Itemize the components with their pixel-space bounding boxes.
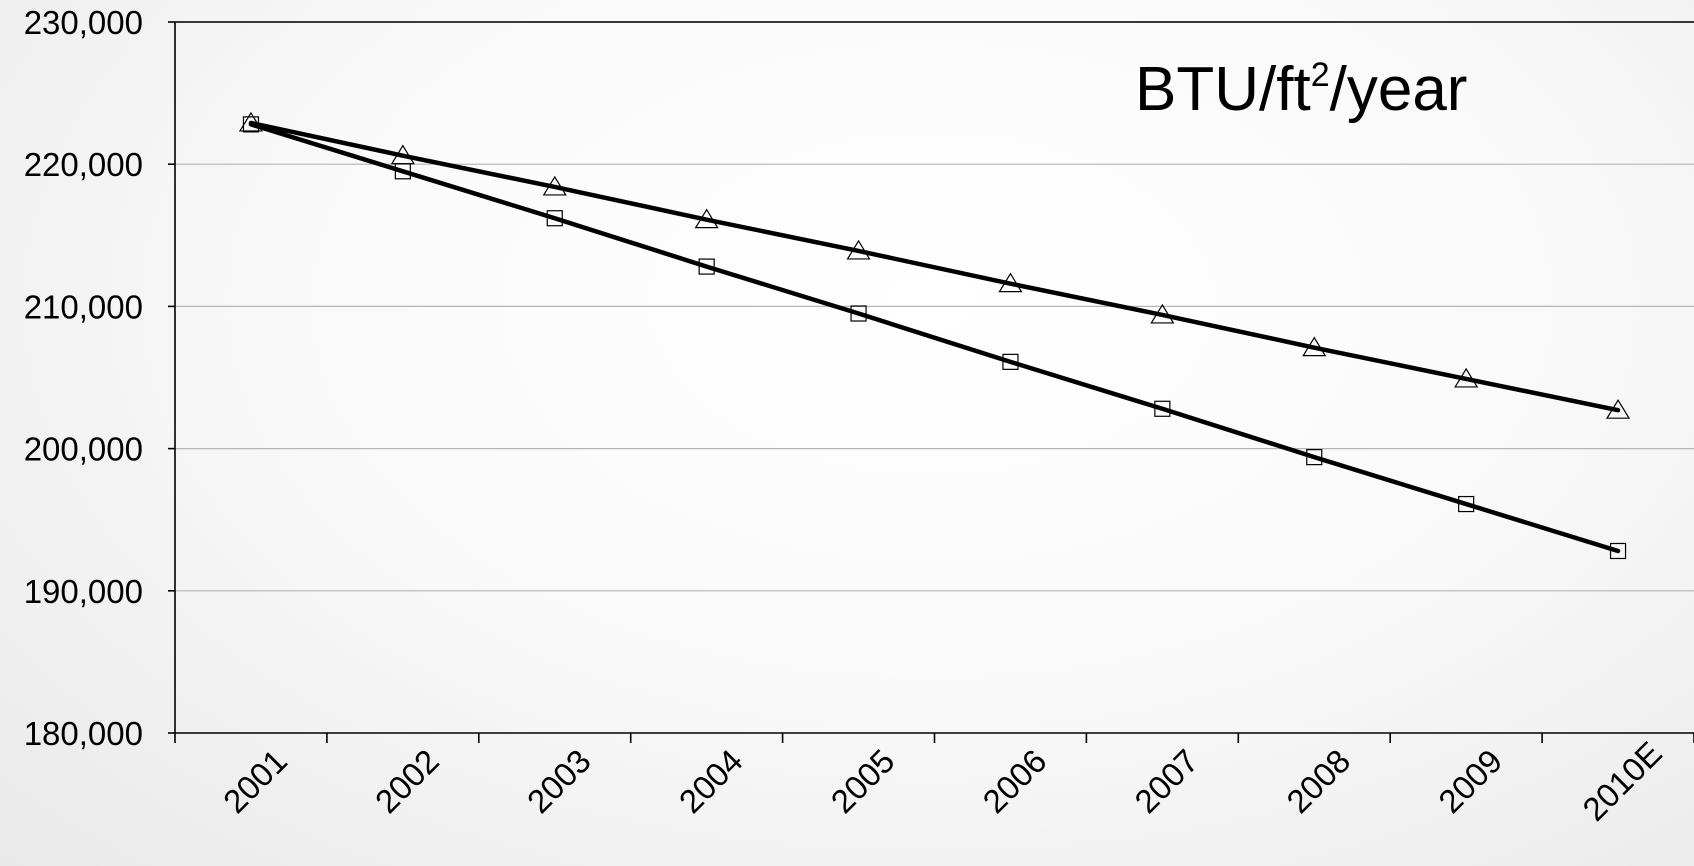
square-marker (850, 305, 867, 322)
y-tick-label: 210,000 (24, 288, 143, 325)
axes (168, 21, 1694, 743)
triangle-marker (238, 111, 264, 132)
triangle-marker (1150, 303, 1175, 324)
triangle-marker (542, 175, 567, 196)
triangle-marker (694, 208, 719, 229)
square-marker (394, 163, 411, 180)
chart-title: BTU/ft2/year (1135, 58, 1467, 121)
square-marker (698, 258, 715, 275)
triangle-marker (846, 239, 871, 260)
x-tick-labels: 2001 2002 2003 2004 2005 2006 2007 2008 2009 2010… (216, 734, 1669, 828)
square-marker (1306, 449, 1323, 466)
x-tick-label: 2007 (1127, 742, 1205, 820)
chart-title-superscript: 2 (1310, 56, 1330, 94)
x-tick-label: 2004 (672, 742, 750, 820)
chart-title-prefix: BTU/ft (1135, 55, 1311, 124)
x-tick-label: 2005 (824, 742, 902, 820)
y-tick-labels: 180,000 190,000 200,000 210,000 220,000 230,0… (24, 4, 143, 752)
x-tick-label: 2001 (216, 742, 294, 820)
square-marker (242, 116, 260, 133)
square-marker (1002, 353, 1019, 370)
x-tick-label: 2006 (975, 742, 1053, 820)
x-tick-label: 2009 (1431, 742, 1509, 820)
triangle-marker (998, 272, 1023, 293)
square-marker (1154, 400, 1171, 417)
series (238, 111, 1631, 560)
y-tick-label: 190,000 (24, 573, 143, 610)
square-marker (1458, 495, 1475, 513)
triangle-marker (1605, 399, 1631, 419)
triangle-marker (1454, 367, 1479, 388)
square-marker (1609, 542, 1627, 560)
triangle-marker (1302, 336, 1327, 357)
square-marker (546, 210, 563, 227)
chart-title-suffix: /year (1329, 55, 1468, 124)
y-tick-label: 200,000 (24, 431, 143, 468)
x-tick-label: 2008 (1279, 742, 1357, 820)
x-tick-label: 2002 (368, 742, 446, 820)
y-tick-label: 180,000 (24, 715, 143, 752)
series-line-1 (248, 120, 1621, 413)
x-tick-label: 2003 (520, 742, 598, 820)
y-tick-label: 220,000 (24, 146, 143, 183)
series-line-2 (248, 122, 1621, 554)
x-tick-label: 2010E (1575, 734, 1669, 828)
y-tick-label: 230,000 (24, 4, 143, 41)
